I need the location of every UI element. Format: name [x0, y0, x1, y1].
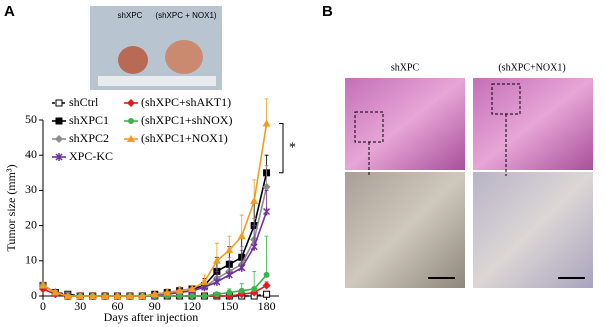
- photo-label: shXPC: [118, 11, 143, 20]
- legend-label: (shXPC1+NOX1): [141, 131, 228, 145]
- legend-label: shCtrl: [69, 95, 99, 109]
- marker: [175, 286, 184, 294]
- he-image: [473, 78, 593, 170]
- legend-label: (shXPC+shAKT1): [141, 95, 231, 109]
- marker: [263, 207, 271, 216]
- marker: [238, 287, 245, 294]
- marker: [128, 118, 134, 124]
- ihc-image: [473, 172, 593, 288]
- x-tick-label: 90: [149, 299, 161, 313]
- series-line: [42, 211, 268, 297]
- marker: [125, 292, 134, 299]
- marker: [189, 293, 196, 299]
- marker: [138, 292, 147, 299]
- image-label: (shXPC+NOX1): [498, 62, 565, 73]
- ihc-image: [345, 172, 465, 288]
- marker: [163, 288, 172, 296]
- marker: [225, 246, 234, 254]
- error-bar: [264, 98, 269, 124]
- marker: [39, 281, 47, 289]
- marker: [113, 292, 122, 299]
- marker: [200, 277, 209, 285]
- marker: [263, 290, 271, 298]
- marker: [55, 135, 63, 143]
- photo-label: (shXPC + NOX1): [155, 11, 216, 20]
- marker: [226, 289, 233, 296]
- marker: [250, 196, 259, 204]
- he-image: [345, 78, 465, 170]
- marker: [213, 291, 220, 298]
- x-tick-label: 0: [40, 299, 46, 313]
- x-tick-label: 120: [183, 299, 201, 313]
- y-tick-label: 20: [25, 217, 37, 231]
- x-tick-label: 150: [220, 299, 238, 313]
- legend-label: shXPC2: [69, 131, 109, 145]
- error-bar: [264, 235, 269, 275]
- marker: [237, 232, 246, 240]
- significance-label: *: [289, 140, 296, 155]
- panel-label: B: [322, 3, 333, 20]
- panel-label: A: [4, 3, 15, 20]
- marker: [76, 292, 85, 299]
- marker: [263, 271, 270, 278]
- tumor: [118, 46, 148, 74]
- marker: [225, 270, 233, 279]
- y-tick-label: 30: [25, 182, 37, 196]
- marker: [55, 153, 63, 161]
- x-tick-label: 180: [258, 299, 276, 313]
- marker: [51, 288, 60, 296]
- marker: [88, 292, 97, 299]
- marker: [212, 256, 221, 264]
- marker: [176, 293, 183, 299]
- marker: [188, 284, 197, 292]
- marker: [238, 263, 246, 272]
- legend-label: shXPC1: [69, 113, 109, 127]
- x-tick-label: 30: [74, 299, 86, 313]
- marker: [55, 117, 63, 125]
- marker: [101, 292, 110, 299]
- marker: [150, 290, 159, 298]
- y-tick-label: 0: [31, 288, 37, 302]
- ruler: [98, 76, 216, 86]
- marker: [213, 277, 221, 286]
- legend-label: XPC-KC: [69, 149, 113, 163]
- marker: [63, 292, 72, 299]
- y-axis-label: Tumor size (mm³): [4, 164, 18, 251]
- legend-label: (shXPC1+shNOX): [141, 113, 232, 127]
- y-tick-label: 10: [25, 253, 37, 267]
- marker: [127, 99, 135, 107]
- x-tick-label: 60: [112, 299, 124, 313]
- marker: [55, 99, 63, 107]
- marker: [262, 182, 271, 191]
- tumor: [165, 40, 203, 74]
- marker: [250, 242, 258, 251]
- y-tick-label: 50: [25, 112, 37, 126]
- marker: [251, 285, 258, 292]
- y-tick-label: 40: [25, 147, 37, 161]
- marker: [262, 119, 271, 127]
- image-label: shXPC: [391, 62, 420, 73]
- marker: [262, 281, 271, 290]
- series-line: [42, 172, 268, 297]
- series-line: [42, 186, 268, 297]
- significance-bracket: [279, 123, 284, 174]
- marker: [127, 135, 135, 142]
- marker: [201, 293, 208, 299]
- x-axis-label: Days after injection: [104, 310, 199, 324]
